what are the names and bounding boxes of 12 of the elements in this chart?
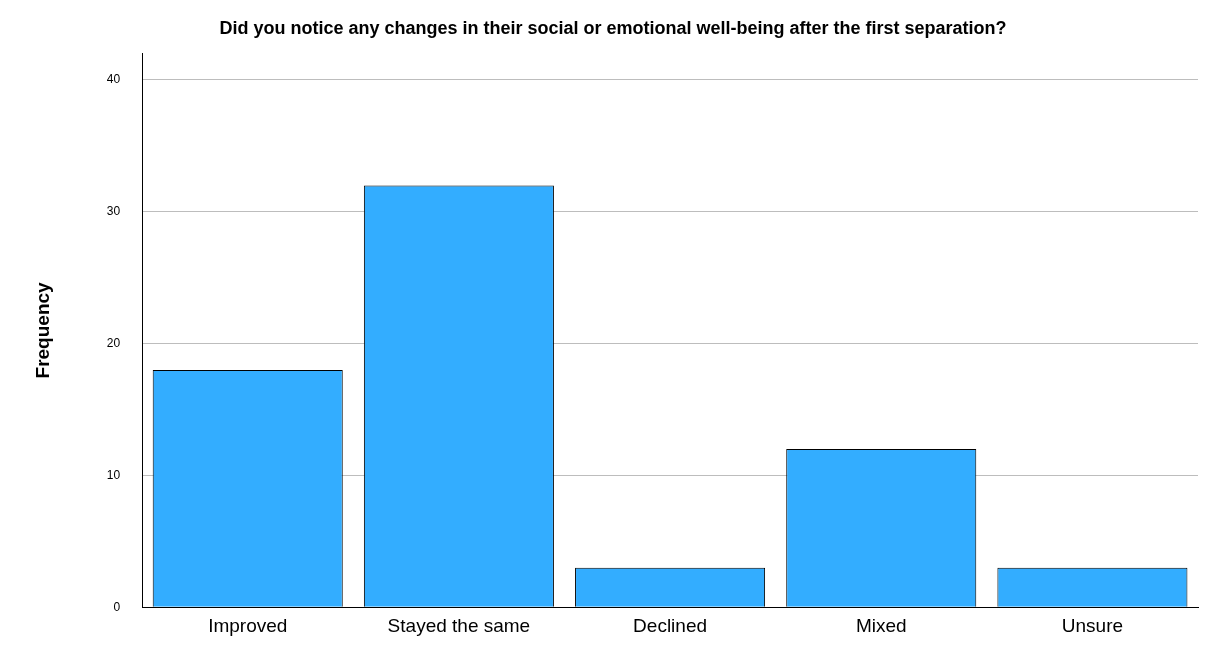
y-tick-label: 10 xyxy=(106,467,121,482)
y-tick-label: 30 xyxy=(106,204,121,219)
y-tick-label: 0 xyxy=(113,599,121,614)
chart-title: Did you notice any changes in their social or emotional well-being after the first separation? xyxy=(219,17,1007,38)
y-tick-label: 40 xyxy=(106,72,121,87)
x-tick-label: Declined xyxy=(633,614,708,636)
x-tick-label: Unsure xyxy=(1061,614,1124,636)
y-axis-title: Frequency xyxy=(31,281,53,379)
x-tick-label: Improved xyxy=(208,614,288,636)
y-tick-label: 20 xyxy=(106,335,121,350)
x-tick-label: Mixed xyxy=(855,614,907,636)
x-tick-label: Stayed the same xyxy=(387,614,531,636)
